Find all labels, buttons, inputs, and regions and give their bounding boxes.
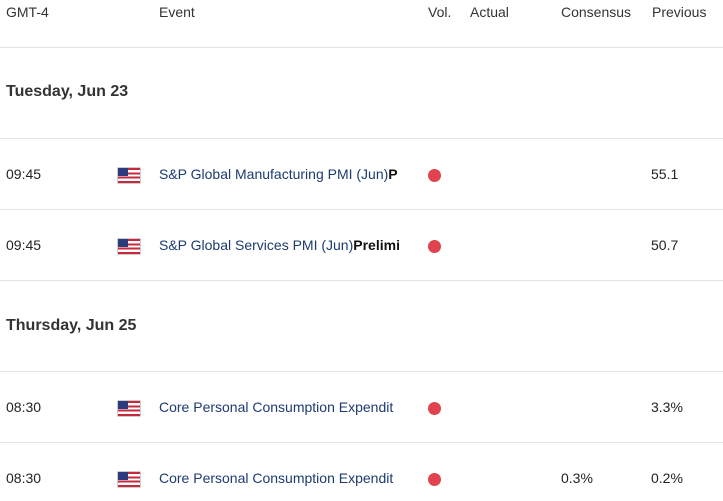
- us-flag-icon: [118, 401, 140, 416]
- day-header: Thursday, Jun 25: [0, 281, 723, 372]
- day-header: Tuesday, Jun 23: [0, 48, 723, 139]
- event-time: 09:45: [6, 166, 42, 182]
- timezone-label[interactable]: GMT-4: [6, 4, 49, 20]
- us-flag-icon: [118, 239, 140, 254]
- table-row[interactable]: 08:30 Core Personal Consumption Expendit…: [0, 443, 723, 501]
- table-row[interactable]: 08:30 Core Personal Consumption Expendit…: [0, 372, 723, 443]
- table-row[interactable]: 09:45 S&P Global Manufacturing PMI (Jun)…: [0, 139, 723, 210]
- event-time: 08:30: [6, 399, 42, 415]
- day-label: Tuesday, Jun 23: [6, 83, 129, 100]
- day-label: Thursday, Jun 25: [6, 317, 137, 334]
- event-time: 08:30: [6, 470, 42, 486]
- previous-value: 50.7: [651, 237, 679, 253]
- previous-value: 55.1: [651, 166, 679, 182]
- column-consensus: Consensus: [561, 4, 632, 20]
- event-link[interactable]: S&P Global Manufacturing PMI (Jun)P: [159, 166, 398, 182]
- previous-value: 0.2%: [651, 470, 683, 486]
- event-link[interactable]: Core Personal Consumption Expendit: [159, 470, 394, 486]
- event-time: 09:45: [6, 237, 42, 253]
- previous-value: 3.3%: [651, 399, 683, 415]
- volatility-dot-icon: [428, 473, 441, 486]
- event-link[interactable]: Core Personal Consumption Expendit: [159, 399, 394, 415]
- us-flag-icon: [118, 168, 140, 183]
- column-event: Event: [159, 4, 195, 20]
- consensus-value: 0.3%: [561, 470, 593, 486]
- event-link[interactable]: S&P Global Services PMI (Jun)Prelimi: [159, 237, 400, 253]
- calendar-header: GMT-4 Event Vol. Actual Consensus Previo…: [0, 0, 723, 48]
- table-row[interactable]: 09:45 S&P Global Services PMI (Jun)Preli…: [0, 210, 723, 281]
- column-previous: Previous: [652, 4, 707, 20]
- volatility-dot-icon: [428, 169, 441, 182]
- column-actual: Actual: [470, 4, 509, 20]
- column-vol: Vol.: [428, 4, 452, 20]
- us-flag-icon: [118, 472, 140, 487]
- volatility-dot-icon: [428, 240, 441, 253]
- volatility-dot-icon: [428, 402, 441, 415]
